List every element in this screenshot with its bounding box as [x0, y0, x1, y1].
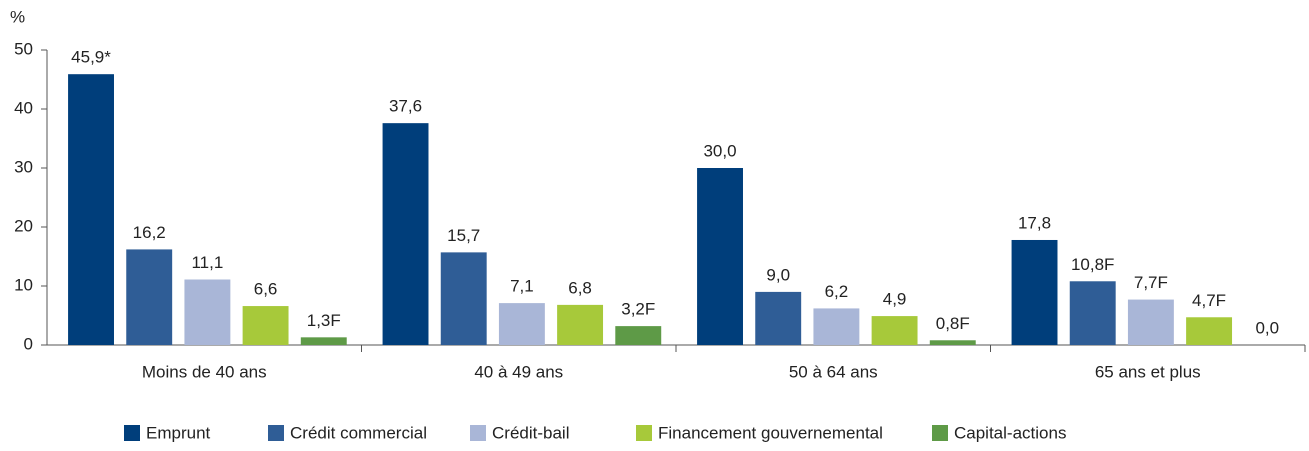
value-label: 6,6	[254, 280, 278, 299]
value-label: 6,8	[568, 278, 592, 297]
bar	[382, 123, 429, 345]
x-tick-label: 40 à 49 ans	[474, 362, 563, 381]
y-tick-label: 30	[14, 157, 33, 176]
bar	[242, 306, 289, 345]
bar	[498, 303, 545, 345]
value-label: 7,7F	[1134, 273, 1168, 292]
y-tick-label: 50	[14, 39, 33, 58]
value-label: 10,8F	[1071, 255, 1114, 274]
value-label: 16,2	[133, 223, 166, 242]
value-label: 45,9*	[71, 48, 111, 67]
bar	[557, 304, 604, 345]
bar	[126, 249, 173, 345]
value-label: 17,8	[1018, 213, 1051, 232]
bar	[871, 316, 918, 345]
bar	[755, 291, 802, 345]
bar	[1186, 317, 1233, 345]
value-label: 0,0	[1255, 318, 1279, 337]
bar	[929, 340, 976, 345]
value-label: 4,9	[883, 290, 907, 309]
value-label: 0,8F	[936, 314, 970, 333]
bar	[440, 252, 487, 345]
legend-swatch	[932, 425, 948, 441]
y-tick-label: 40	[14, 98, 33, 117]
value-label: 9,0	[766, 265, 790, 284]
legend-label: Financement gouvernemental	[658, 423, 883, 442]
bar	[68, 74, 114, 345]
y-tick-label: 10	[14, 275, 33, 294]
value-label: 11,1	[191, 253, 223, 272]
bar	[615, 326, 662, 345]
y-tick-label: 20	[14, 216, 33, 235]
value-label: 4,7F	[1192, 291, 1226, 310]
legend-swatch	[268, 425, 284, 441]
bar	[300, 337, 347, 345]
bar	[184, 279, 231, 345]
legend-swatch	[470, 425, 486, 441]
bar	[697, 168, 743, 345]
value-label: 15,7	[447, 226, 480, 245]
value-label: 3,2F	[621, 300, 655, 319]
legend-label: Crédit commercial	[290, 423, 427, 442]
legend-label: Emprunt	[146, 423, 211, 442]
value-label: 7,1	[510, 277, 534, 296]
value-label: 1,3F	[307, 311, 341, 330]
bar	[1069, 281, 1116, 345]
bar	[1011, 239, 1058, 345]
x-tick-label: 65 ans et plus	[1095, 362, 1201, 381]
y-axis-label: %	[10, 7, 25, 26]
y-tick-label: 0	[24, 334, 33, 353]
legend-swatch	[124, 425, 140, 441]
bar	[1127, 299, 1174, 345]
bar	[813, 308, 860, 345]
legend-label: Capital-actions	[954, 423, 1066, 442]
legend-label: Crédit-bail	[492, 423, 569, 442]
x-tick-label: 50 à 64 ans	[789, 362, 878, 381]
x-tick-label: Moins de 40 ans	[142, 362, 267, 381]
value-label: 37,6	[389, 97, 422, 116]
legend-swatch	[636, 425, 652, 441]
value-label: 30,0	[703, 141, 736, 160]
value-label: 6,2	[825, 282, 849, 301]
